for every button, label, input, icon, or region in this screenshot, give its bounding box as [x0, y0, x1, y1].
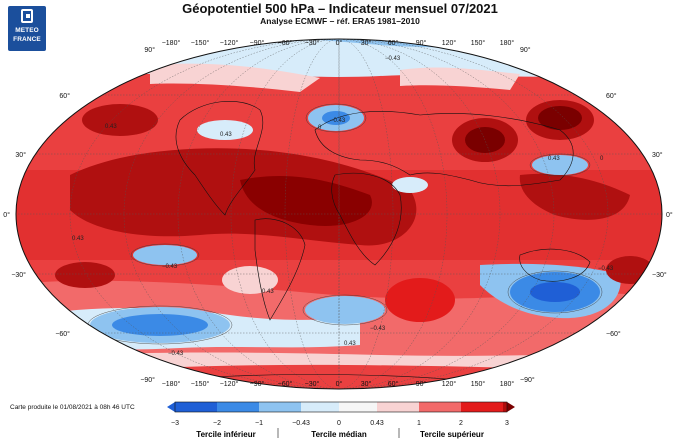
lat-label: 0°: [3, 211, 10, 219]
lon-label: −60°: [278, 380, 293, 388]
lon-labels-bottom: −180° −150° −120° −90° −60° −30° 0° 30° …: [162, 380, 515, 388]
colorbar-tick: 2: [459, 420, 463, 427]
lon-label: −150°: [191, 380, 210, 388]
lon-label: −90°: [250, 380, 265, 388]
map-title: Géopotentiel 500 hPa – Indicateur mensue…: [182, 1, 498, 16]
meteo-france-logo: METEO FRANCE: [8, 6, 46, 51]
lon-label: 30°: [361, 380, 372, 388]
contour-label: −0.43: [162, 264, 178, 270]
lon-label: 120°: [442, 39, 457, 47]
contour-label: 0.43: [72, 236, 84, 242]
lon-label: 180°: [500, 380, 515, 388]
contour-label: −0.43: [598, 266, 614, 272]
lat-label: 60°: [59, 92, 70, 100]
lon-label: 60°: [388, 380, 399, 388]
contour-label: 0: [318, 125, 322, 131]
colorbar-segment: [175, 402, 217, 412]
contour-label: 0.43: [262, 289, 274, 295]
production-credit: Carte produite le 01/08/2021 à 08h 46 UT…: [10, 404, 135, 411]
lon-label: 0°: [336, 380, 343, 388]
lat-label: −60°: [606, 330, 621, 338]
colorbar-segment: [339, 402, 377, 412]
logo-text-line1: METEO: [15, 27, 39, 34]
lon-label: 60°: [388, 39, 399, 47]
colorbar-segment: [217, 402, 259, 412]
logo-icon: [21, 9, 33, 23]
lon-label: 0°: [336, 39, 343, 47]
colorbar-tick: −2: [213, 420, 221, 427]
category-label-median: Tercile médian: [311, 430, 367, 439]
lon-label: −90°: [250, 39, 265, 47]
colorbar: −3 −2 −1 −0.43 0 0.43 1 2 3 Tercile infé…: [167, 401, 515, 439]
contour-label: −0.43: [385, 56, 401, 62]
lon-label: 180°: [500, 39, 515, 47]
lon-label: 150°: [471, 39, 486, 47]
lon-label: −180°: [162, 380, 181, 388]
logo-text-line2: FRANCE: [13, 36, 41, 43]
contour-label: 0: [600, 156, 604, 162]
contour-label: −0.43: [370, 326, 386, 332]
map-subtitle: Analyse ECMWF – réf. ERA5 1981–2010: [260, 16, 420, 26]
lat-labels-left: 90° 60° 30° 0° −30° −60° −90°: [3, 46, 155, 384]
lat-label: −90°: [140, 376, 155, 384]
lon-labels-top: −180° −150° −120° −90° −60° −30° 0° 30° …: [162, 39, 515, 47]
contour-label: −0.43: [168, 351, 184, 357]
category-label-lower: Tercile inférieur: [196, 430, 255, 439]
lon-label: −120°: [220, 380, 239, 388]
colorbar-segment: [461, 402, 503, 412]
lon-label: 150°: [471, 380, 486, 388]
colorbar-segment: [301, 402, 339, 412]
lat-label: 90°: [520, 46, 531, 54]
lon-label: 90°: [416, 39, 427, 47]
colorbar-tick: 1: [417, 420, 421, 427]
colorbar-tick: 0: [337, 420, 341, 427]
colorbar-segment: [503, 402, 507, 412]
contour-label: 0.43: [105, 124, 117, 130]
contour-label: 0.43: [220, 132, 232, 138]
contour-labels: 0.43 0.43 −0.43 0 0.43 0 0.43 −0.43 0.43…: [72, 56, 614, 357]
lon-label: −30°: [305, 39, 320, 47]
lat-label: 30°: [15, 151, 26, 159]
lat-label: 60°: [606, 92, 617, 100]
lat-label: −90°: [520, 376, 535, 384]
contour-label: −0.43: [330, 118, 346, 124]
lon-label: 90°: [416, 380, 427, 388]
colorbar-tick: −3: [171, 420, 179, 427]
globe-outline: [15, 38, 663, 390]
contour-label: 0.43: [548, 156, 560, 162]
lat-labels-right: 90° 60° 30° 0° −30° −60° −90°: [520, 46, 673, 384]
colorbar-segment: [259, 402, 301, 412]
lon-label: −150°: [191, 39, 210, 47]
contour-label: 0.43: [344, 341, 356, 347]
lat-label: 90°: [144, 46, 155, 54]
contours: [87, 103, 603, 345]
lat-label: 30°: [652, 151, 663, 159]
lon-label: −30°: [305, 380, 320, 388]
colorbar-segment: [377, 402, 419, 412]
lon-label: 120°: [442, 380, 457, 388]
lat-label: 0°: [666, 211, 673, 219]
colorbar-segment: [419, 402, 461, 412]
lon-label: −120°: [220, 39, 239, 47]
lat-label: −30°: [652, 271, 667, 279]
lon-label: −180°: [162, 39, 181, 47]
colorbar-arrow-right: [507, 402, 515, 412]
colorbar-tick: −1: [255, 420, 263, 427]
colorbar-tick: 0.43: [370, 420, 384, 427]
lat-label: −30°: [11, 271, 26, 279]
colorbar-arrow-left: [167, 402, 175, 412]
lon-label: −60°: [278, 39, 293, 47]
lon-label: 30°: [361, 39, 372, 47]
colorbar-tick: 3: [505, 420, 509, 427]
colorbar-tick: −0.43: [292, 420, 310, 427]
category-label-upper: Tercile supérieur: [420, 430, 484, 439]
lat-label: −60°: [55, 330, 70, 338]
